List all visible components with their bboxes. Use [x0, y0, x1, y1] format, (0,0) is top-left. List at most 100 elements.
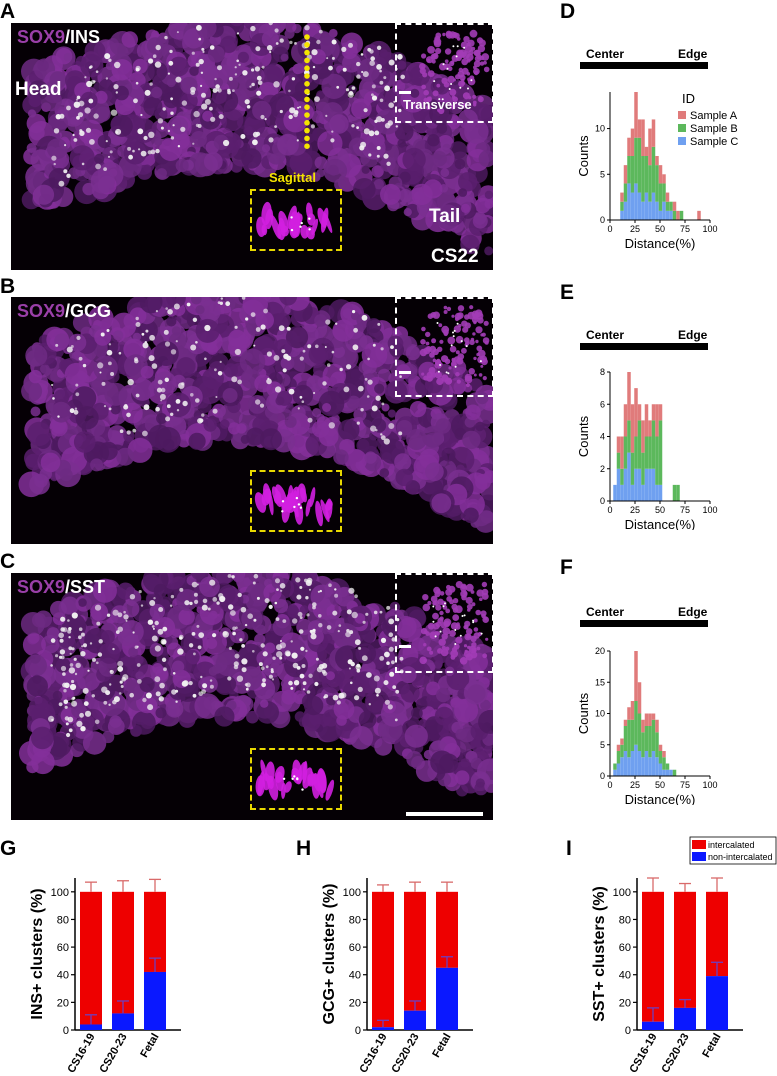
marker-title-a: SOX9/INS	[17, 27, 100, 48]
bar-non-intercalated	[642, 1021, 664, 1030]
hist-bar	[641, 156, 645, 202]
hist-bar	[613, 769, 617, 776]
x-tick-label: 50	[655, 224, 665, 234]
x-tick-label: 75	[680, 224, 690, 234]
hist-bar	[623, 751, 628, 776]
sox9-label: SOX9	[17, 577, 66, 597]
category-label: CS20-23	[97, 1032, 129, 1076]
bar-non-intercalated	[80, 1024, 102, 1030]
hist-bar	[648, 757, 652, 776]
sagittal-inset	[250, 748, 342, 810]
hist-bar	[634, 436, 638, 469]
hist-bar	[641, 719, 645, 733]
hist-bar	[644, 192, 649, 220]
panel-label-g: G	[0, 837, 17, 860]
panel-label-c: C	[0, 550, 16, 573]
y-tick-label: 15	[595, 677, 605, 687]
tissue-image-b	[18, 297, 493, 533]
bar-chart-h: 0 20 40 60 80 100 GCG+ clusters (%) CS16-19 CS20…	[321, 878, 473, 1075]
center-label: Center	[586, 605, 624, 619]
hist-bar	[637, 420, 642, 469]
x-tick-label: 50	[655, 505, 665, 515]
hist-bar	[665, 192, 670, 202]
hist-bar	[665, 210, 670, 220]
category-label: CS16-19	[627, 1032, 659, 1076]
hist-bar	[634, 388, 638, 437]
hist-bar	[651, 713, 656, 720]
center-label: Center	[586, 328, 624, 342]
marker-title-b: SOX9/GCG	[17, 301, 111, 322]
hist-bar	[637, 682, 642, 714]
hist-bar	[648, 726, 652, 758]
x-tick-label: 75	[680, 505, 690, 515]
bar-non-intercalated	[372, 1027, 394, 1030]
x-tick-label: 0	[607, 780, 612, 790]
y-tick-label: 6	[600, 399, 605, 409]
y-tick-label: 10	[595, 709, 605, 719]
hist-bar	[658, 751, 663, 764]
hist-bar	[613, 763, 617, 770]
hist-bar	[665, 769, 670, 776]
legend: intercalated non-intercalated	[689, 836, 777, 865]
hist-bar	[630, 701, 635, 720]
hist-bar	[627, 757, 631, 776]
hist-bar	[641, 119, 645, 156]
y-tick-label: 80	[57, 914, 69, 926]
y-tick-label: 100	[613, 887, 631, 899]
hist-bar	[620, 436, 624, 469]
ins-label: /INS	[65, 27, 101, 47]
panel-label-b: B	[0, 275, 16, 298]
hist-bar	[630, 719, 635, 751]
category-label: CS20-23	[659, 1032, 691, 1076]
y-tick-label: 40	[619, 970, 631, 982]
y-tick-label: 0	[600, 771, 605, 781]
y-axis-label: INS+ clusters (%)	[29, 888, 46, 1019]
y-axis-label: Counts	[576, 415, 591, 457]
hist-bar	[620, 738, 624, 745]
panel-label-h: H	[296, 837, 312, 860]
hist-bar	[637, 137, 642, 193]
hist-bar	[641, 452, 645, 485]
category-label: Fetal	[138, 1032, 161, 1060]
legend-title: ID	[682, 91, 695, 106]
hist-bar	[627, 719, 631, 758]
hist-bar	[648, 165, 652, 202]
hist-bar	[644, 146, 649, 156]
yellow-dotted-line	[304, 34, 310, 149]
hist-bar	[627, 156, 631, 184]
hist-bar	[623, 404, 628, 437]
panel-label-d: D	[560, 0, 576, 23]
y-axis-label: Counts	[576, 692, 591, 734]
hist-bar	[658, 484, 663, 502]
inset-scalebar	[399, 91, 411, 94]
hist-bar	[651, 719, 656, 751]
hist-bar	[669, 210, 673, 220]
hist-bar	[665, 201, 670, 211]
bar-intercalated	[436, 891, 458, 968]
hist-bar	[644, 156, 649, 193]
hist-bar	[627, 183, 631, 220]
hist-bar	[620, 484, 624, 502]
center-edge-bar	[580, 620, 708, 627]
bar-intercalated	[372, 891, 394, 1028]
hist-bar	[655, 719, 659, 733]
hist-bar	[651, 146, 656, 193]
y-tick-label: 60	[57, 942, 69, 954]
y-tick-label: 80	[619, 914, 631, 926]
hist-bar	[662, 201, 666, 220]
hist-bar	[662, 769, 666, 776]
hist-bar	[641, 201, 645, 220]
y-tick-label: 40	[349, 970, 361, 982]
legend-swatch	[678, 137, 686, 145]
hist-bar	[616, 744, 621, 751]
edge-label: Edge	[678, 47, 708, 61]
panel-label-e: E	[560, 281, 575, 304]
hist-bar	[620, 744, 624, 758]
inset-scalebar	[399, 645, 411, 648]
hist-bar	[655, 404, 659, 437]
hist-bar	[651, 420, 656, 469]
hist-bar	[655, 436, 659, 485]
bar-non-intercalated	[404, 1010, 426, 1030]
transverse-inset-image	[419, 581, 489, 665]
hist-bar	[637, 192, 642, 220]
